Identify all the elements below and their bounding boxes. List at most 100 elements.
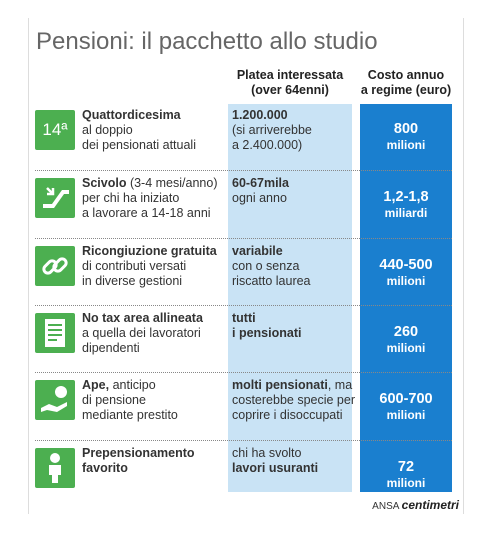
text-line: lavori usuranti [232, 461, 318, 476]
text-segment: di pensione [82, 393, 146, 407]
measure: Quattordicesima al doppio dei pensionati a… [82, 108, 196, 153]
text-line: con o senza [232, 259, 311, 274]
costo-value: 800 [393, 121, 419, 137]
text-segment: per chi ha iniziato [82, 191, 180, 205]
text-segment: ogni anno [232, 191, 287, 205]
text-segment: Ricongiuzione gratuita [82, 244, 217, 258]
costo-column [360, 104, 452, 492]
icon-glyph [43, 187, 69, 208]
text-segment: molti pensionati [232, 378, 328, 392]
text-line: tutti [232, 311, 301, 326]
text-line: dipendenti [82, 341, 203, 356]
text-segment: Quattordicesima [82, 108, 181, 122]
text-segment: dei pensionati attuali [82, 138, 196, 152]
text-line: di contributi versati [82, 259, 217, 274]
icon [35, 380, 75, 420]
text-line: mediante prestito [82, 408, 178, 423]
text-line: favorito [82, 461, 195, 476]
text-line: per chi ha iniziato [82, 191, 217, 206]
costo-header: Costo annuo a regime (euro) [356, 68, 456, 98]
text-segment: coprire i disoccupati [232, 408, 343, 422]
text-segment: a quella dei lavoratori [82, 326, 201, 340]
text-segment: , ma [327, 378, 353, 392]
measure: Scivolo (3-4 mesi/anno) per chi ha inizia… [82, 176, 217, 221]
text-segment: a 2.400.000) [232, 138, 303, 152]
text-line: chi ha svolto [232, 446, 318, 461]
header-line: Costo annuo [367, 68, 445, 82]
costo-unit: milioni [386, 408, 426, 422]
header-line: (over 64enni) [251, 83, 329, 97]
text-segment: 1.200.000 [232, 108, 288, 122]
costo-unit: milioni [386, 341, 426, 355]
header-line: a regime (euro) [360, 83, 452, 97]
costo-value: 600-700 [379, 391, 433, 407]
text-segment: (3-4 mesi/anno) [126, 176, 218, 190]
platea: tutti i pensionati [232, 311, 301, 341]
platea: chi ha svolto lavori usuranti [232, 446, 318, 476]
header-line: Platea interessata [236, 68, 344, 82]
text-segment: 60-67mila [232, 176, 289, 190]
text-segment: No tax area allineata [82, 311, 203, 325]
text-line: a lavorare a 14-18 anni [82, 206, 217, 221]
text-segment: costerebbe specie per [232, 393, 355, 407]
icon: 14ª [35, 110, 75, 150]
text-line: Ricongiuzione gratuita [82, 244, 217, 259]
measure: Ape, anticipo di pensione mediante prestit… [82, 378, 178, 423]
measure: Ricongiuzione gratuita di contributi vers… [82, 244, 217, 289]
text-segment: lavori usuranti [232, 461, 319, 475]
icon-glyph [41, 386, 67, 412]
text-line: Ape, anticipo [82, 378, 178, 393]
text-segment: Ape, [82, 378, 110, 392]
icon [35, 448, 75, 488]
text-line: riscatto laurea [232, 274, 311, 289]
text-segment: (si arriverebbe [232, 123, 312, 137]
text-segment: variabile [232, 244, 283, 258]
text-segment: riscatto laurea [232, 274, 311, 288]
text-line: costerebbe specie per [232, 393, 355, 408]
text-segment: tutti [232, 311, 256, 325]
text-segment: Prepensionamento [82, 446, 195, 460]
icon-text: 14ª [42, 120, 68, 139]
costo: 72 milioni [360, 458, 452, 491]
text-line: Quattordicesima [82, 108, 196, 123]
platea: 60-67mila ogni anno [232, 176, 289, 206]
text-segment: a lavorare a 14-18 anni [82, 206, 211, 220]
text-segment: in diverse gestioni [82, 274, 183, 288]
text-segment: favorito [82, 461, 128, 475]
row-separator [35, 372, 452, 373]
text-line: a quella dei lavoratori [82, 326, 203, 341]
text-segment: i pensionati [232, 326, 302, 340]
text-line: i pensionati [232, 326, 301, 341]
row-separator [35, 238, 452, 239]
costo: 600-700 milioni [360, 390, 452, 423]
text-segment: con o senza [232, 259, 300, 273]
text-segment: dipendenti [82, 341, 140, 355]
text-segment: al doppio [82, 123, 133, 137]
platea: variabile con o senza riscatto laurea [232, 244, 311, 289]
text-line: in diverse gestioni [82, 274, 217, 289]
text-line: Prepensionamento [82, 446, 195, 461]
icon-glyph [49, 453, 61, 483]
frame [28, 18, 464, 514]
text-line: (si arriverebbe [232, 123, 312, 138]
text-line: 60-67mila [232, 176, 289, 191]
text-line: coprire i disoccupati [232, 408, 355, 423]
icon [35, 313, 75, 353]
text-segment: chi ha svolto [232, 446, 302, 460]
platea: 1.200.000 (si arriverebbe a 2.400.000) [232, 108, 312, 153]
brand: centimetri [401, 498, 459, 512]
costo-unit: milioni [386, 138, 426, 152]
measure: Prepensionamento favorito [82, 446, 195, 476]
platea-column [228, 104, 352, 492]
row-separator [35, 440, 452, 441]
platea-header: Platea interessata (over 64enni) [222, 68, 358, 98]
costo: 800 milioni [360, 120, 452, 153]
costo: 440-500 milioni [360, 256, 452, 289]
platea: molti pensionati, ma costerebbe specie pe… [232, 378, 355, 423]
text-segment: Scivolo [82, 176, 127, 190]
measure: No tax area allineata a quella dei lavora… [82, 311, 203, 356]
icon-glyph [45, 319, 65, 347]
source: ANSA [372, 501, 399, 512]
costo-value: 1,2-1,8 [383, 189, 429, 205]
